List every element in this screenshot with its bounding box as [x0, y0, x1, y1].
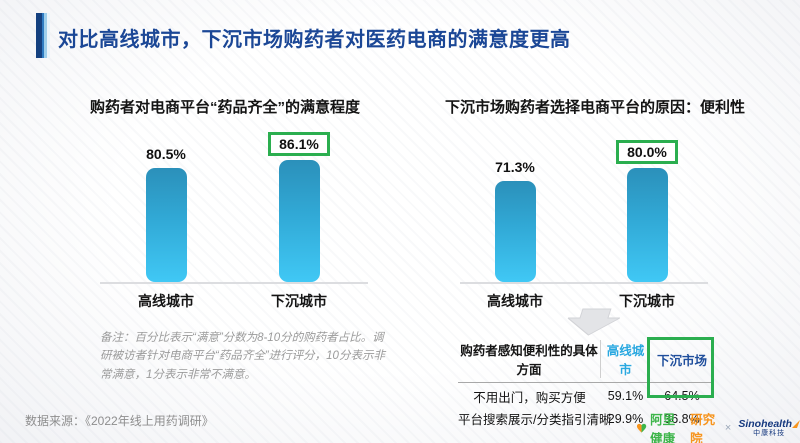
bar-value-label-highlighted: 86.1%: [268, 132, 330, 156]
right-chart-category-label: 高线城市: [487, 293, 543, 309]
left-chart-bar-group-high-tier: 80.5%: [126, 146, 206, 282]
bar-value-label: 71.3%: [495, 159, 535, 175]
bar-value-label-highlighted: 80.0%: [616, 140, 678, 164]
bar-value-label: 80.5%: [146, 146, 186, 162]
ali-institute-logo-text: 研究院: [690, 413, 716, 443]
bar-lower-tier-city: [626, 168, 668, 282]
table-header-lower-tier: 下沉市场: [656, 353, 707, 368]
right-chart-title: 下沉市场购药者选择电商平台的原因：便利性: [444, 99, 745, 116]
bar-lower-tier-city: [278, 160, 320, 282]
ali-health-logo: 阿里健康 研究院: [636, 409, 718, 443]
slide-title: 对比高线城市，下沉市场购药者对医药电商的满意度更高: [58, 29, 571, 51]
title-accent-bar: [36, 13, 50, 58]
table-header-row: 购药者感知便利性的具体方面 高线城市 下沉市场: [458, 340, 714, 383]
left-chart-category-label: 高线城市: [138, 293, 194, 309]
data-source: 数据来源：《2022年线上用药调研》: [25, 414, 214, 428]
table-header-aspect: 购药者感知便利性的具体方面: [458, 340, 601, 378]
table-cell-value: 64.5%: [664, 389, 700, 403]
left-chart-bar-group-lower-tier: 86.1%: [259, 132, 339, 282]
left-chart-category-label: 下沉城市: [271, 293, 327, 309]
sinohealth-swoosh-icon: [792, 419, 800, 428]
right-chart-category-label: 下沉城市: [619, 293, 675, 309]
footer-logos: 阿里健康 研究院 × Sinohealth 中康科技: [636, 413, 800, 443]
left-chart-title: 购药者对电商平台“药品齐全”的满意程度: [89, 99, 360, 116]
table-cell-aspect: 不用出门，购买方便: [473, 390, 586, 405]
right-bar-chart: 71.3% 80.0%: [460, 128, 708, 284]
table-cell-value: 29.9%: [607, 411, 644, 426]
table-cell-aspect: 平台搜索展示/分类指引清晰: [458, 413, 612, 427]
sinohealth-logo-subtext: 中康科技: [753, 430, 786, 438]
table-header-high-tier: 高线城市: [606, 344, 645, 377]
right-chart-bar-group-lower-tier: 80.0%: [607, 140, 687, 282]
logo-separator: ×: [724, 422, 732, 434]
table-cell-value: 59.1%: [607, 389, 644, 403]
chart-footnote: 备注：百分比表示“满意”分数为8-10分的购药者占比。调研被访者针对电商平台“药…: [100, 332, 385, 381]
ali-health-logo-text: 阿里健康: [650, 413, 676, 443]
right-chart-bar-group-high-tier: 71.3%: [475, 159, 555, 282]
table-cell-value: 36.8%: [664, 411, 700, 426]
table-row: 平台搜索展示/分类指引清晰 29.9% 36.8%: [458, 406, 714, 429]
bar-high-tier-city: [145, 168, 187, 282]
sinohealth-logo: Sinohealth 中康科技: [738, 417, 800, 438]
left-bar-chart: 80.5% 86.1%: [100, 128, 368, 284]
ali-health-heart-icon: [636, 423, 647, 433]
down-arrow-icon: [566, 308, 622, 336]
bar-high-tier-city: [494, 181, 536, 282]
table-row: 不用出门，购买方便 59.1% 64.5%: [458, 383, 714, 406]
sinohealth-logo-text: Sinohealth: [738, 417, 792, 430]
